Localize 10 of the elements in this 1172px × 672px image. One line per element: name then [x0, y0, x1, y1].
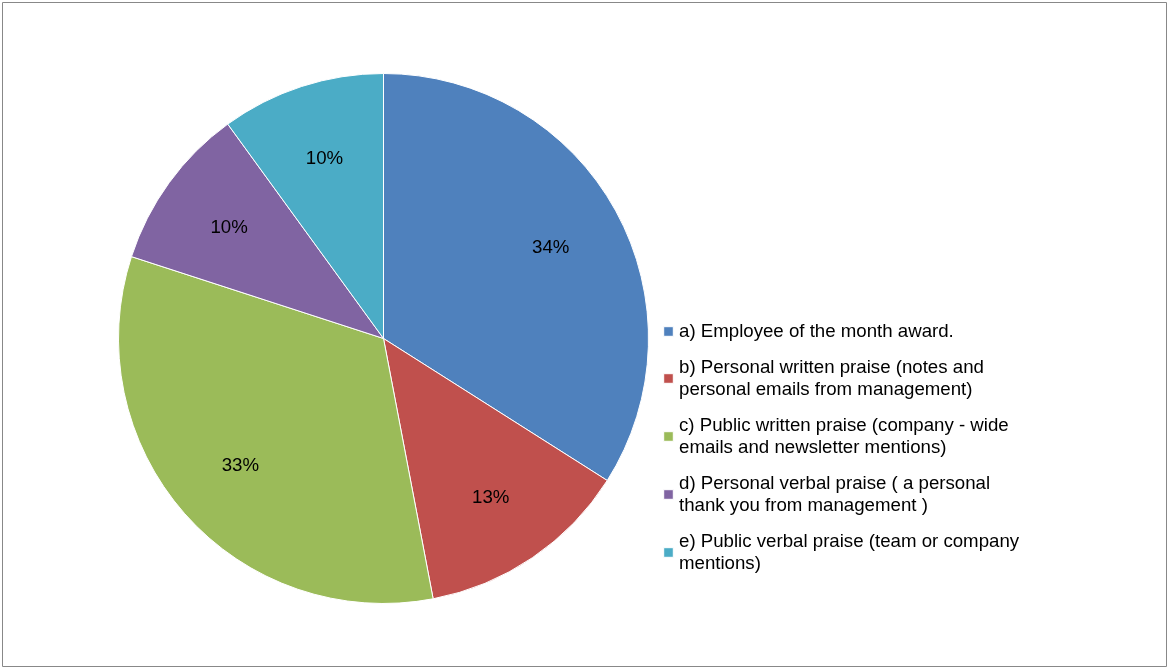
data-label: 33% [221, 454, 260, 476]
data-label: 10% [210, 215, 248, 237]
legend-label: a) Employee of the month award. [679, 320, 954, 342]
legend-label: b) Personal written praise (notes and personal emails from management) [679, 356, 984, 400]
legend-label: c) Public written praise (company - wide emails and newsletter mentions) [679, 414, 1009, 458]
legend-label: e) Public verbal praise (team or company mentions) [679, 530, 1020, 574]
data-label: 10% [305, 146, 344, 168]
data-label: 34% [532, 236, 570, 258]
legend-label: d) Personal verbal praise ( a personal thank you from management ) [679, 472, 991, 516]
data-label: 13% [472, 485, 510, 507]
